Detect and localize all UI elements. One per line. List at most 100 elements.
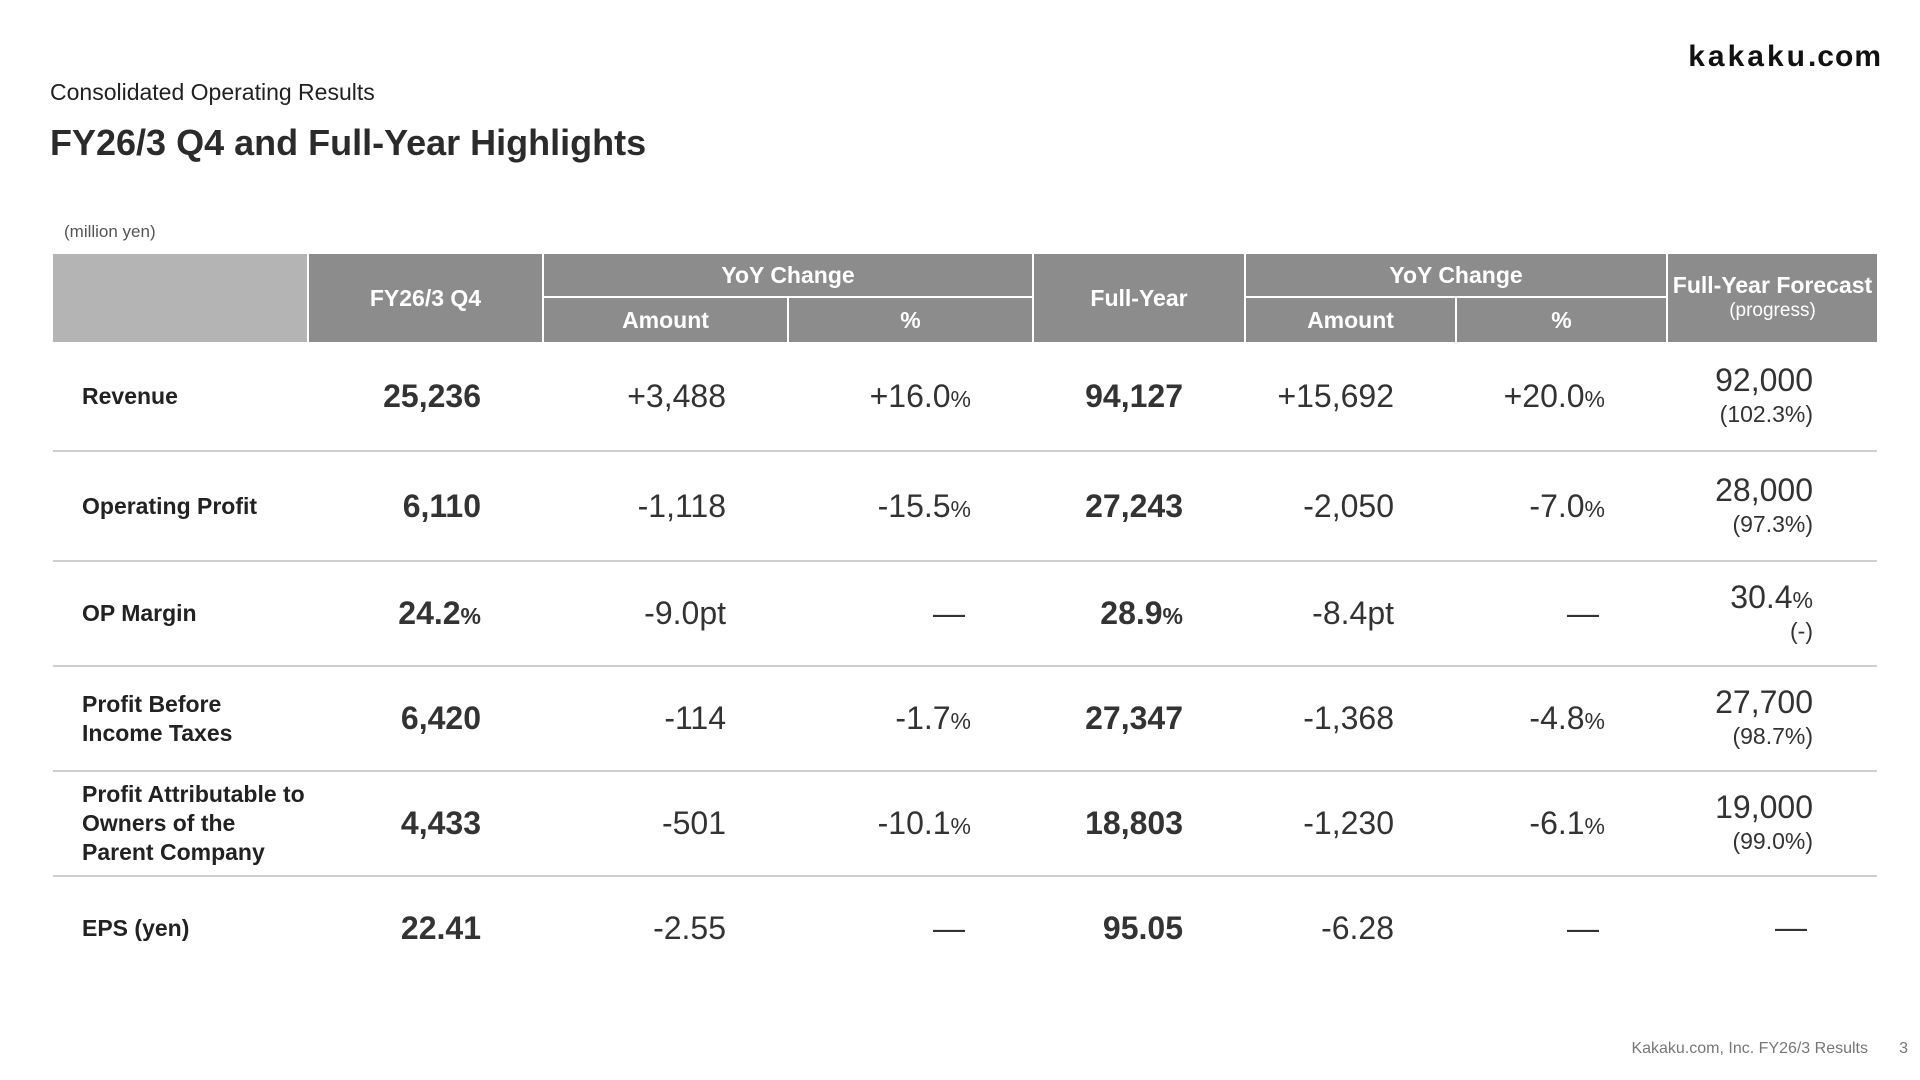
header-forecast: Full-Year Forecast (progress) bbox=[1666, 254, 1877, 342]
cell-q4: 6,420 bbox=[308, 666, 543, 772]
cell-yoy-amount-full-year: -1,230 bbox=[1245, 771, 1456, 877]
table-row: Operating Profit 6,110 -1,118 -15.5% 27,243 -… bbox=[53, 451, 1877, 562]
yoy-amount-full-year-value: +15,692 bbox=[1277, 377, 1394, 414]
header-full-year: Full-Year bbox=[1032, 254, 1245, 342]
full-year-value: 18,803 bbox=[1085, 805, 1183, 841]
cell-yoy-pct-full-year: — bbox=[1456, 561, 1667, 667]
forecast-progress: (102.3%) bbox=[1719, 400, 1813, 427]
yoy-amount-q4-value: -501 bbox=[661, 805, 726, 841]
kakaku-logo: kakaku.com bbox=[1688, 40, 1882, 74]
table-row: Profit Attributable to Owners of the Par… bbox=[53, 771, 1877, 877]
yoy-pct-q4-value: -10.1 bbox=[877, 805, 951, 841]
cell-full-year: 28.9% bbox=[1033, 561, 1245, 667]
yoy-amount-full-year-value: -1,230 bbox=[1303, 805, 1394, 841]
forecast-value: 30.4 bbox=[1730, 579, 1793, 615]
page-title: FY26/3 Q4 and Full-Year Highlights bbox=[50, 122, 647, 163]
header-amount-full-year: Amount bbox=[1244, 296, 1456, 342]
cell-yoy-amount-q4: -1,118 bbox=[543, 451, 788, 562]
yoy-pct-full-year-value: -7.0 bbox=[1529, 487, 1585, 524]
section-subtitle: Consolidated Operating Results bbox=[50, 79, 375, 105]
cell-yoy-amount-q4: -2.55 bbox=[543, 876, 788, 979]
yoy-pct-q4-value: — bbox=[933, 595, 965, 631]
yoy-pct-q4-value: +16.0 bbox=[869, 377, 951, 414]
footer-text: Kakaku.com, Inc. FY26/3 Results bbox=[1631, 1040, 1868, 1057]
header-corner bbox=[53, 254, 308, 342]
q4-value: 4,433 bbox=[400, 805, 481, 841]
yoy-amount-full-year-value: -6.28 bbox=[1321, 909, 1394, 946]
cell-yoy-amount-full-year: +15,692 bbox=[1245, 342, 1456, 452]
forecast-value: 27,700 bbox=[1715, 684, 1813, 720]
cell-yoy-pct-q4: +16.0% bbox=[788, 342, 1033, 452]
forecast-progress: (-) bbox=[1790, 618, 1813, 644]
yoy-pct-full-year-value: — bbox=[1567, 909, 1599, 946]
logo-brand: kakaku bbox=[1688, 40, 1808, 73]
cell-yoy-amount-q4: -114 bbox=[543, 666, 788, 772]
forecast-value: 28,000 bbox=[1715, 471, 1813, 508]
cell-yoy-amount-q4: -9.0pt bbox=[543, 561, 788, 667]
yoy-amount-q4-value: -2.55 bbox=[653, 909, 726, 946]
row-label: OP Margin bbox=[53, 561, 308, 667]
yoy-amount-full-year-value: -1,368 bbox=[1303, 700, 1394, 736]
forecast-main: 19,000 bbox=[1715, 789, 1813, 825]
percent-sign: % bbox=[1584, 385, 1605, 412]
cell-forecast: 28,000 (97.3%) bbox=[1667, 451, 1877, 562]
cell-yoy-amount-q4: -501 bbox=[543, 771, 788, 877]
cell-yoy-pct-q4: -15.5% bbox=[788, 451, 1033, 562]
q4-value: 6,110 bbox=[402, 487, 481, 524]
forecast-value: 19,000 bbox=[1715, 789, 1813, 825]
q4-value: 24.2 bbox=[398, 595, 461, 631]
row-label-text: OP Margin bbox=[82, 600, 197, 626]
unit-note: (million yen) bbox=[64, 222, 156, 241]
table-row: OP Margin 24.2% -9.0pt — 28.9% -8.4pt — 30.4% (-… bbox=[53, 561, 1877, 667]
forecast-main: — bbox=[1775, 911, 1813, 946]
cell-yoy-pct-q4: -10.1% bbox=[788, 771, 1033, 877]
yoy-pct-full-year-value: +20.0 bbox=[1503, 377, 1585, 414]
yoy-pct-full-year-value: — bbox=[1567, 595, 1599, 631]
header-pct-q4: % bbox=[787, 296, 1033, 342]
row-label: Revenue bbox=[53, 342, 308, 452]
yoy-pct-q4-value: -1.7 bbox=[895, 700, 951, 736]
cell-forecast: 19,000 (99.0%) bbox=[1667, 771, 1877, 877]
yoy-pct-full-year-value: -4.8 bbox=[1529, 700, 1585, 736]
cell-full-year: 94,127 bbox=[1033, 342, 1245, 452]
logo-suffix: .com bbox=[1807, 40, 1882, 73]
cell-yoy-pct-full-year: — bbox=[1456, 876, 1667, 979]
full-year-value: 28.9 bbox=[1100, 595, 1163, 631]
cell-full-year: 27,243 bbox=[1033, 451, 1245, 562]
cell-q4: 24.2% bbox=[308, 561, 543, 667]
forecast-progress: (97.3%) bbox=[1732, 510, 1813, 537]
row-label: Operating Profit bbox=[53, 451, 308, 562]
q4-value: 6,420 bbox=[400, 700, 481, 736]
full-year-unit: % bbox=[1162, 603, 1183, 629]
cell-full-year: 95.05 bbox=[1033, 876, 1245, 979]
row-label: Profit Before Income Taxes bbox=[53, 666, 308, 772]
percent-sign: % bbox=[1584, 495, 1605, 522]
forecast-value: 92,000 bbox=[1715, 361, 1813, 398]
header-pct-full-year: % bbox=[1455, 296, 1667, 342]
cell-yoy-pct-full-year: +20.0% bbox=[1456, 342, 1667, 452]
cell-yoy-pct-q4: — bbox=[788, 561, 1033, 667]
yoy-amount-q4-value: -9.0pt bbox=[644, 595, 726, 631]
table-row: EPS (yen) 22.41 -2.55 — 95.05 -6.28 — — bbox=[53, 876, 1877, 979]
cell-yoy-amount-full-year: -2,050 bbox=[1245, 451, 1456, 562]
forecast-main: 28,000 bbox=[1715, 472, 1813, 508]
row-label-text: Operating Profit bbox=[82, 492, 258, 519]
percent-sign: % bbox=[950, 385, 971, 412]
row-label-text: Profit Attributable to Owners of the Par… bbox=[82, 781, 305, 865]
percent-sign: % bbox=[1584, 813, 1605, 839]
forecast-value: — bbox=[1775, 908, 1807, 945]
cell-q4: 25,236 bbox=[308, 342, 543, 452]
cell-yoy-pct-full-year: -7.0% bbox=[1456, 451, 1667, 562]
yoy-pct-q4-value: -15.5 bbox=[877, 487, 951, 524]
yoy-pct-full-year-value: -6.1 bbox=[1529, 805, 1585, 841]
table-body: Revenue 25,236 +3,488 +16.0% 94,127 +15,692 +2… bbox=[53, 342, 1877, 979]
q4-value: 22.41 bbox=[400, 909, 481, 946]
cell-yoy-pct-full-year: -6.1% bbox=[1456, 771, 1667, 877]
full-year-value: 27,347 bbox=[1085, 700, 1183, 736]
page-number: 3 bbox=[1899, 1040, 1908, 1057]
yoy-amount-q4-value: -1,118 bbox=[637, 487, 726, 524]
cell-q4: 6,110 bbox=[308, 451, 543, 562]
table-row: Revenue 25,236 +3,488 +16.0% 94,127 +15,692 +2… bbox=[53, 342, 1877, 452]
table-row: Profit Before Income Taxes 6,420 -114 -1.7%… bbox=[53, 666, 1877, 772]
header-q4: FY26/3 Q4 bbox=[307, 254, 543, 342]
